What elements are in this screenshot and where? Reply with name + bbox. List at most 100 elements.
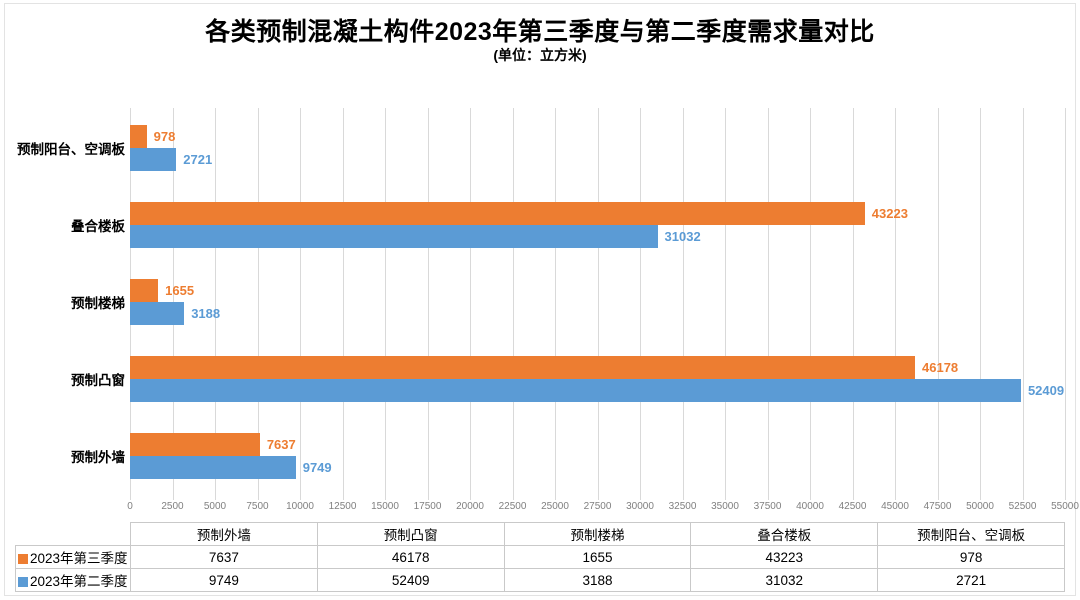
gridline (1065, 108, 1066, 500)
plot-area: 978 2721 43223 31032 1655 3188 46178 52409 7637 9… (130, 108, 1066, 500)
gridline (427, 108, 429, 500)
x-tick-label: 20000 (456, 501, 484, 512)
bar-q2 (130, 148, 177, 172)
table-value-cell: 1655 (503, 545, 692, 569)
bar-row: 52409 (130, 378, 1065, 402)
table-value-cell: 7637 (130, 545, 318, 569)
x-tick-label: 47500 (923, 501, 952, 512)
bar-value-label: 43223 (871, 206, 908, 222)
x-tick-label: 10000 (286, 501, 314, 512)
table-header-row: 预制外墙 预制凸窗 预制楼梯 叠合楼板 预制阳台、空调板 (15, 522, 1065, 546)
bar-q2 (130, 301, 185, 325)
bar-value-label: 3188 (191, 305, 221, 321)
gridline (640, 108, 641, 500)
x-tick-label: 12500 (328, 501, 357, 512)
table-value-cell: 9749 (130, 568, 318, 592)
bar-row: 3188 (130, 301, 1065, 325)
bar-q3 (130, 432, 260, 456)
gridline (300, 108, 301, 500)
table-value-cell: 46178 (316, 545, 505, 569)
gridline (767, 108, 769, 500)
gridline (555, 108, 556, 500)
bar-value-label: 2721 (183, 152, 213, 168)
category-label: 预制外墙 (71, 449, 125, 465)
table-value-cell: 978 (877, 545, 1065, 569)
data-table: 预制外墙 预制凸窗 预制楼梯 叠合楼板 预制阳台、空调板 2023年第三季度 7637 461… (15, 522, 1065, 592)
bar-row: 1655 (130, 278, 1065, 302)
legend-swatch (18, 577, 28, 587)
legend-row-label: 2023年第二季度 (15, 568, 131, 592)
bar-value-label: 978 (153, 129, 176, 145)
category-label: 预制阳台、空调板 (17, 142, 125, 158)
legend-swatch (18, 554, 28, 564)
gridline (512, 108, 514, 500)
x-tick-label: 37500 (753, 501, 782, 512)
table-column-header: 预制阳台、空调板 (877, 522, 1065, 546)
gridline (725, 108, 726, 500)
gridline (937, 108, 939, 500)
bar-group: 46178 52409 (130, 340, 1065, 417)
bar-group: 1655 3188 (130, 264, 1065, 341)
x-tick-label: 42500 (838, 501, 867, 512)
bar-group: 43223 31032 (130, 187, 1065, 264)
bar-q2 (130, 455, 296, 479)
x-tick-label: 55000 (1051, 501, 1079, 512)
x-tick-label: 17500 (413, 501, 442, 512)
bar-row: 43223 (130, 202, 1065, 226)
gridline (810, 108, 811, 500)
bar-groups: 978 2721 43223 31032 1655 3188 46178 52409 7637 9… (130, 110, 1065, 494)
gridline (852, 108, 854, 500)
chart-subtitle: (单位：立方米) (493, 47, 587, 63)
gridline (470, 108, 471, 500)
gridline (980, 108, 981, 500)
table-column-header: 预制外墙 (130, 522, 318, 546)
x-axis-tick-labels: 0 2500 5000 7500 10000 12500 15000 17500 20000 22… (127, 501, 1079, 515)
table-corner-cell (15, 522, 131, 546)
bar-q2 (130, 225, 658, 249)
bar-value-label: 46178 (922, 359, 959, 375)
x-tick-label: 2500 (161, 501, 184, 512)
x-tick-label: 5000 (203, 501, 227, 512)
bar-row: 46178 (130, 355, 1065, 379)
bar-value-label: 31032 (664, 229, 701, 245)
bar-row: 9749 (130, 455, 1065, 479)
bar-row: 978 (130, 125, 1065, 149)
bar-value-label: 7637 (266, 436, 296, 452)
bar-q3 (130, 278, 159, 302)
bar-value-label: 52409 (1027, 382, 1065, 398)
x-tick-label: 40000 (796, 501, 824, 512)
gridline (215, 108, 216, 500)
table-row: 2023年第二季度 9749 52409 3188 31032 2721 (15, 568, 1065, 592)
gridline (342, 108, 344, 500)
chart-title: 各类预制混凝土构件2023年第三季度与第二季度需求量对比 (205, 18, 875, 46)
x-tick-label: 35000 (711, 501, 739, 512)
legend-row-label: 2023年第三季度 (15, 545, 131, 569)
table-value-cell: 3188 (503, 568, 692, 592)
category-label: 预制楼梯 (71, 295, 125, 311)
bar-group: 7637 9749 (130, 417, 1065, 494)
x-tick-label: 30000 (626, 501, 654, 512)
table-column-header: 预制楼梯 (503, 522, 692, 546)
y-axis-category-labels: 预制阳台、空调板 叠合楼板 预制楼梯 预制凸窗 预制外墙 (8, 110, 125, 494)
gridline (257, 108, 259, 500)
gridline (385, 108, 386, 500)
x-tick-label: 25000 (541, 501, 569, 512)
bar-group: 978 2721 (130, 110, 1065, 187)
bar-q3 (130, 125, 147, 149)
table-row: 2023年第三季度 7637 46178 1655 43223 978 (15, 545, 1065, 569)
bar-q3 (130, 355, 916, 379)
x-tick-label: 45000 (881, 501, 909, 512)
table-column-header: 预制凸窗 (316, 522, 505, 546)
bar-q2 (130, 378, 1021, 402)
x-tick-label: 15000 (371, 501, 399, 512)
table-value-cell: 52409 (316, 568, 505, 592)
bar-row: 7637 (130, 432, 1065, 456)
x-tick-label: 32500 (668, 501, 697, 512)
category-label: 预制凸窗 (71, 372, 125, 388)
x-tick-label: 22500 (498, 501, 527, 512)
bar-row: 2721 (130, 148, 1065, 172)
x-tick-label: 27500 (583, 501, 612, 512)
gridline (895, 108, 896, 500)
x-tick-label: 0 (127, 501, 133, 512)
x-tick-label: 52500 (1008, 501, 1037, 512)
